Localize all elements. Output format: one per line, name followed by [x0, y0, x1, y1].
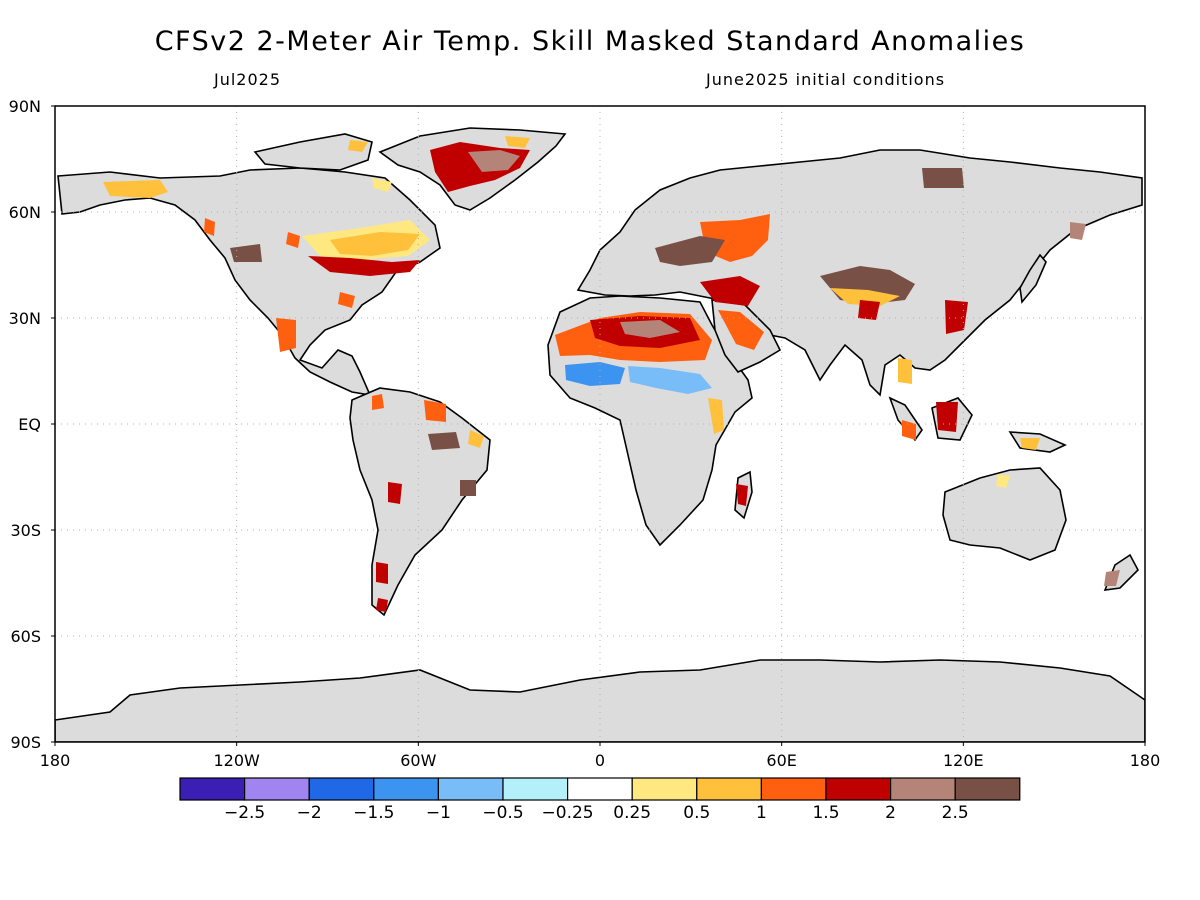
latitude-axis: 90N 60N 30N EQ 30S 60S 90S: [9, 97, 55, 752]
longitude-label: 60E: [766, 751, 796, 770]
longitude-label: 120W: [213, 751, 260, 770]
anomaly-patch: [620, 320, 680, 338]
longitude-label: 0: [595, 751, 605, 770]
longitude-label: 180: [1130, 751, 1161, 770]
colorbar-label: −2: [297, 803, 322, 823]
colorbar-label: −1.5: [353, 803, 394, 823]
anomaly-patch: [1020, 438, 1040, 450]
anomaly-patch: [348, 140, 368, 152]
anomaly-patch: [708, 398, 724, 434]
colorbar-label: −0.5: [482, 803, 523, 823]
latitude-label: 90N: [9, 97, 41, 116]
anomaly-patch: [376, 598, 388, 612]
colorbar-label: −1: [426, 803, 451, 823]
anomaly-patch: [308, 256, 420, 276]
anomaly-patch: [330, 232, 420, 256]
longitude-label: 180: [40, 751, 71, 770]
initial-conditions-label: June2025 initial conditions: [706, 70, 946, 89]
anomaly-patch: [830, 288, 900, 306]
colorbar-label: −0.25: [542, 803, 594, 823]
anomaly-patch: [898, 358, 912, 384]
longitude-label: 60W: [400, 751, 436, 770]
map-title: CFSv2 2-Meter Air Temp. Skill Masked Sta…: [154, 26, 1026, 57]
anomaly-patch: [372, 394, 384, 410]
anomaly-patch: [936, 402, 958, 432]
colorbar-swatch: [631, 777, 698, 801]
anomaly-patch: [428, 432, 460, 450]
arctic-islands: [253, 133, 373, 171]
anomaly-patch: [922, 168, 964, 188]
colorbar-swatch: [308, 777, 375, 801]
latitude-label: 30S: [10, 521, 41, 540]
anomaly-patch: [468, 150, 520, 172]
latitude-label: 60S: [10, 627, 41, 646]
colorbar-label: 2: [885, 803, 896, 823]
anomaly-patch: [718, 310, 764, 350]
colorbar-swatch: [760, 777, 827, 801]
colorbar-label: −2.5: [224, 803, 265, 823]
anomaly-patch: [424, 400, 446, 422]
north-america-landmass: [57, 167, 441, 397]
latitude-label: 60N: [9, 203, 41, 222]
colorbar-swatch: [437, 777, 504, 801]
colorbar-swatch: [179, 777, 246, 801]
colorbar: −2.5 −2 −1.5 −1 −0.5 −0.25 0.25 0.5 1 1.5 2 2.5: [179, 777, 1021, 823]
latitude-label: 30N: [9, 309, 41, 328]
anomaly-patch: [372, 178, 392, 192]
anomaly-patch: [655, 236, 725, 266]
colorbar-swatch: [954, 777, 1021, 801]
anomaly-patch: [700, 276, 760, 306]
anomaly-patch: [1104, 570, 1120, 586]
anomaly-patch: [565, 362, 625, 386]
anomaly-patch: [1070, 222, 1086, 240]
anomaly-patch: [468, 430, 484, 448]
valid-month-label: Jul2025: [214, 70, 282, 89]
anomaly-patch: [286, 232, 300, 248]
colorbar-swatch: [244, 777, 310, 801]
anomaly-patch: [736, 484, 748, 506]
anomaly-patch: [996, 474, 1010, 488]
antarctica-landmass: [55, 659, 1145, 742]
anomaly-layer: [103, 136, 1120, 612]
colorbar-swatch: [373, 777, 439, 801]
latitude-label: 90S: [10, 733, 41, 752]
colorbar-swatch: [825, 777, 892, 801]
anomaly-patch: [204, 218, 215, 236]
anomaly-patch: [505, 136, 530, 148]
anomaly-patch: [628, 366, 712, 394]
anomaly-patch: [276, 318, 296, 352]
colorbar-label: 0.5: [683, 803, 710, 823]
colorbar-label: 2.5: [942, 803, 969, 823]
colorbar-swatch: [502, 777, 569, 801]
anomaly-patch: [230, 244, 262, 262]
longitude-axis: 180 120W 60W 0 60E 120E 180: [40, 742, 1161, 770]
australia-landmass: [942, 467, 1067, 561]
anomaly-patch: [460, 480, 476, 496]
gridlines: [55, 106, 1145, 742]
colorbar-label: 1: [756, 803, 767, 823]
anomaly-patch: [902, 420, 916, 440]
colorbar-label: 0.25: [613, 803, 651, 823]
anomaly-patch: [858, 300, 880, 320]
latitude-label: EQ: [18, 415, 41, 434]
colorbar-swatch: [566, 777, 633, 801]
anomaly-patch: [388, 482, 402, 504]
colorbar-swatch: [889, 777, 956, 801]
longitude-label: 120E: [943, 751, 984, 770]
anomaly-patch: [945, 300, 968, 334]
anomaly-patch: [338, 292, 355, 308]
anomaly-patch: [103, 180, 168, 198]
colorbar-label: 1.5: [812, 803, 839, 823]
colorbar-swatch: [696, 777, 762, 801]
anomaly-patch: [376, 562, 388, 584]
japan-landmass: [1019, 253, 1047, 304]
